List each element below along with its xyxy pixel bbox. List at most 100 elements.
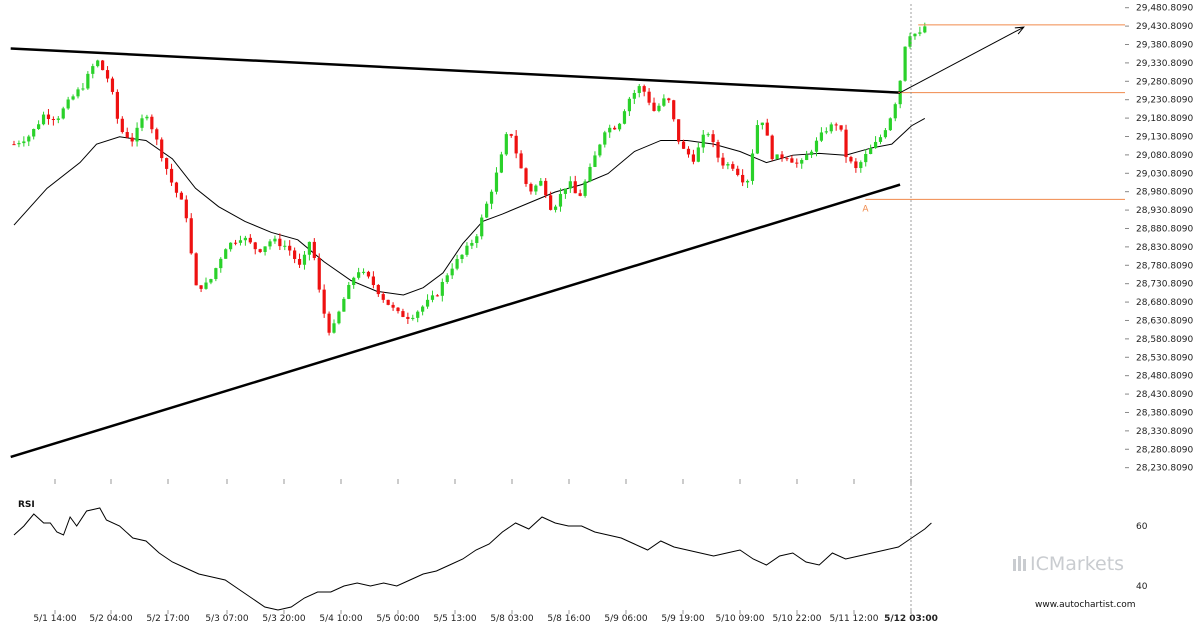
candle-down	[642, 86, 646, 92]
candle-up	[627, 98, 632, 112]
candle-up	[883, 130, 888, 138]
candle-up	[219, 258, 223, 269]
candle-up	[347, 284, 351, 299]
candle-down	[391, 304, 395, 308]
candle-up	[86, 73, 90, 89]
candle-up	[445, 275, 449, 282]
candle-up	[460, 254, 464, 259]
candle-down	[849, 157, 853, 162]
candle-up	[337, 311, 341, 324]
candle-up	[145, 116, 149, 119]
candle-up	[893, 104, 897, 119]
y-tick-label: 28,780.8090	[1136, 261, 1194, 271]
candle-down	[549, 195, 553, 210]
moving-average-layer	[13, 117, 926, 296]
x-tick-label: 5/2 04:00	[89, 614, 133, 624]
candle-up	[588, 166, 592, 182]
x-tick-label: 5/12 03:00	[884, 614, 938, 624]
candle-up	[814, 140, 819, 152]
candle-down	[524, 168, 528, 184]
candle-up	[268, 241, 272, 247]
y-tick-label: 29,280.8090	[1136, 77, 1194, 87]
candle-up	[563, 188, 568, 194]
y-tick-label: 28,480.8090	[1136, 372, 1194, 382]
candle-up	[888, 118, 892, 131]
candle-up	[41, 114, 46, 125]
candle-down	[667, 98, 671, 101]
candle-down	[544, 180, 548, 196]
candle-up	[416, 311, 420, 318]
y-axis: 29,480.8090 29,430.8090 29,380.8090 29,330.…	[1125, 4, 1194, 474]
candle-down	[327, 313, 331, 333]
candle-up	[361, 271, 366, 273]
rsi-level-label: 60	[1136, 522, 1148, 532]
candle-down	[652, 102, 656, 111]
candle-up	[352, 277, 356, 285]
candlesticks-layer	[12, 22, 927, 336]
candle-up	[760, 122, 764, 126]
candle-up	[307, 241, 311, 255]
candle-up	[56, 118, 60, 120]
candle-down	[258, 249, 262, 252]
candle-down	[105, 70, 110, 79]
point-label: A	[862, 204, 869, 214]
x-tick-label: 5/10 22:00	[772, 614, 821, 624]
candle-down	[613, 127, 617, 130]
candle-down	[691, 154, 696, 162]
candle-up	[568, 181, 572, 189]
candle-up	[263, 246, 267, 252]
candle-down	[293, 250, 297, 259]
candle-down	[184, 199, 188, 219]
candle-down	[509, 134, 513, 136]
candle-down	[795, 162, 799, 164]
candle-down	[12, 144, 16, 146]
candle-up	[726, 164, 730, 166]
candle-up	[873, 141, 878, 149]
candle-down	[785, 158, 789, 160]
candle-down	[834, 124, 838, 126]
candle-up	[204, 282, 208, 289]
y-tick-label: 28,980.8090	[1136, 188, 1194, 198]
candle-up	[657, 105, 661, 111]
y-tick-label: 28,630.8090	[1136, 316, 1194, 326]
candle-down	[110, 78, 115, 92]
x-tick-label: 5/8 03:00	[490, 614, 534, 624]
candle-up	[440, 281, 444, 296]
x-tick-label: 5/2 17:00	[146, 614, 190, 624]
candle-up	[22, 141, 26, 144]
trendlines-layer	[10, 47, 901, 459]
candle-up	[662, 98, 666, 106]
y-tick-label: 29,030.8090	[1136, 169, 1194, 179]
y-tick-label: 29,380.8090	[1136, 40, 1194, 50]
website-url: www.autochartist.com	[1035, 600, 1136, 610]
candle-down	[288, 245, 292, 251]
candle-down	[199, 285, 203, 289]
candle-up	[273, 238, 277, 242]
candle-down	[529, 183, 533, 192]
candle-down	[160, 139, 164, 159]
candle-down	[677, 119, 681, 142]
x-axis: 5/1 14:00 5/2 04:00 5/2 17:00 5/3 07:00 5/3 …	[33, 4, 938, 624]
candle-down	[681, 141, 686, 149]
candle-down	[844, 129, 848, 158]
candle-up	[430, 295, 435, 300]
candle-down	[312, 241, 316, 258]
candle-up	[342, 298, 346, 312]
candle-up	[332, 323, 336, 333]
candle-up	[209, 279, 213, 283]
candle-up	[27, 136, 31, 142]
candle-up	[96, 60, 100, 67]
x-tick-label: 5/4 10:00	[319, 614, 363, 624]
y-tick-label: 29,480.8090	[1136, 4, 1194, 14]
candle-up	[224, 249, 228, 259]
y-tick-label: 28,280.8090	[1136, 445, 1194, 455]
candle-down	[406, 316, 410, 319]
x-tick-label: 5/3 20:00	[262, 614, 306, 624]
candle-down	[297, 258, 302, 265]
candle-down	[371, 276, 375, 286]
candle-up	[480, 217, 484, 237]
candle-up	[66, 99, 70, 109]
candle-down	[174, 182, 179, 193]
candle-up	[450, 268, 454, 276]
